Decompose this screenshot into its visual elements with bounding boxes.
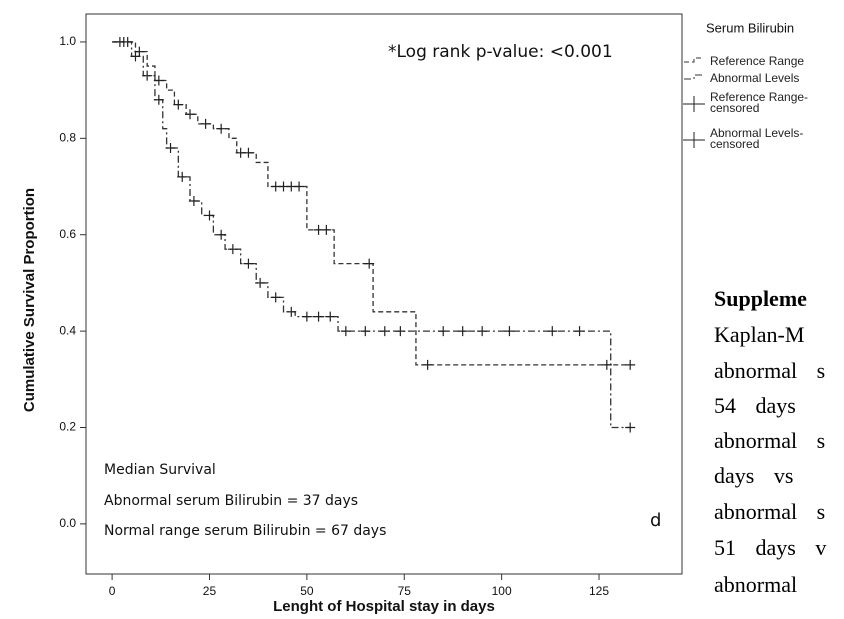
survival-curve [112,41,631,366]
censor-mark [153,94,164,105]
censor-mark [504,326,515,337]
censor-mark [130,51,141,62]
censor-mark [477,326,488,337]
censor-mark [438,326,449,337]
legend-label: Abnormal Levels-censored [710,126,804,151]
x-tick-label: 100 [492,584,512,598]
p-value-note: *Log rank p-value: <0.001 [388,42,613,62]
censor-mark [165,142,176,153]
censor-mark [547,326,558,337]
legend-symbol [684,74,704,80]
censor-mark [286,306,297,317]
censor-mark [301,311,312,322]
side-line: 54 days [714,393,796,418]
plot-frame [85,13,683,575]
side-line: Kaplan-M [714,322,805,347]
censor-mark [270,292,281,303]
y-tick-label: 0.0 [59,516,76,530]
censor-mark [153,75,164,86]
x-tick-label: 25 [203,584,217,598]
censor-mark [243,258,254,269]
censor-mark [321,224,332,235]
censor-mark [340,326,351,337]
censor-mark [216,123,227,134]
x-axis-title: Lenght of Hospital stay in days [273,598,495,615]
side-line: abnormal s [714,428,826,453]
y-tick-label: 0.8 [59,131,76,145]
censor-mark [395,326,406,337]
side-line: abnormal [714,572,798,597]
y-axis-title: Cumulative Survival Proportion [21,188,38,412]
censor-mark [574,326,585,337]
censor-mark [142,70,153,81]
y-tick-label: 0.2 [59,420,76,434]
censor-mark [422,359,433,370]
x-tick-label: 75 [398,584,412,598]
censor-mark [457,326,468,337]
x-tick-label: 125 [589,584,609,598]
censor-mark [118,36,129,47]
legend-label: Reference Range [710,54,805,68]
censor-mark [360,326,371,337]
legend-label: Abnormal Levels [710,71,800,85]
censor-mark [364,258,375,269]
panel-letter: d [650,510,661,531]
side-line: days vs [714,463,794,488]
censor-mark [255,277,266,288]
side-line: 51 days v [714,535,827,560]
censor-mark [601,359,612,370]
censor-mark [294,181,305,192]
censor-mark [188,195,199,206]
y-tick-label: 1.0 [59,34,76,48]
censor-mark [625,422,636,433]
censor-mark [325,311,336,322]
x-tick-label: 50 [300,584,314,598]
side-heading: Suppleme [714,286,807,311]
y-tick-label: 0.4 [59,323,76,337]
censor-mark [185,109,196,120]
legend-symbol [683,132,705,148]
median-title: Median Survival [104,462,216,478]
median-normal: Normal range serum Bilirubin = 67 days [104,523,386,539]
censor-mark [243,147,254,158]
censor-mark [216,229,227,240]
legend-symbol [683,96,705,112]
side-line: abnormal s [714,358,826,383]
x-tick-label: 0 [109,584,116,598]
censor-mark [204,210,215,221]
censor-mark [313,311,324,322]
median-abnormal: Abnormal serum Bilirubin = 37 days [104,493,358,509]
survival-curve [112,41,631,429]
side-line: abnormal s [714,499,826,524]
y-tick-label: 0.6 [59,227,76,241]
censor-mark [177,171,188,182]
censor-mark [227,244,238,255]
legend-title: Serum Bilirubin [706,20,794,35]
legend-label: Reference Range-censored [710,90,809,115]
censor-mark [625,359,636,370]
censor-mark [379,326,390,337]
censor-mark [200,118,211,129]
legend-symbol [684,57,704,63]
censor-mark [173,99,184,110]
